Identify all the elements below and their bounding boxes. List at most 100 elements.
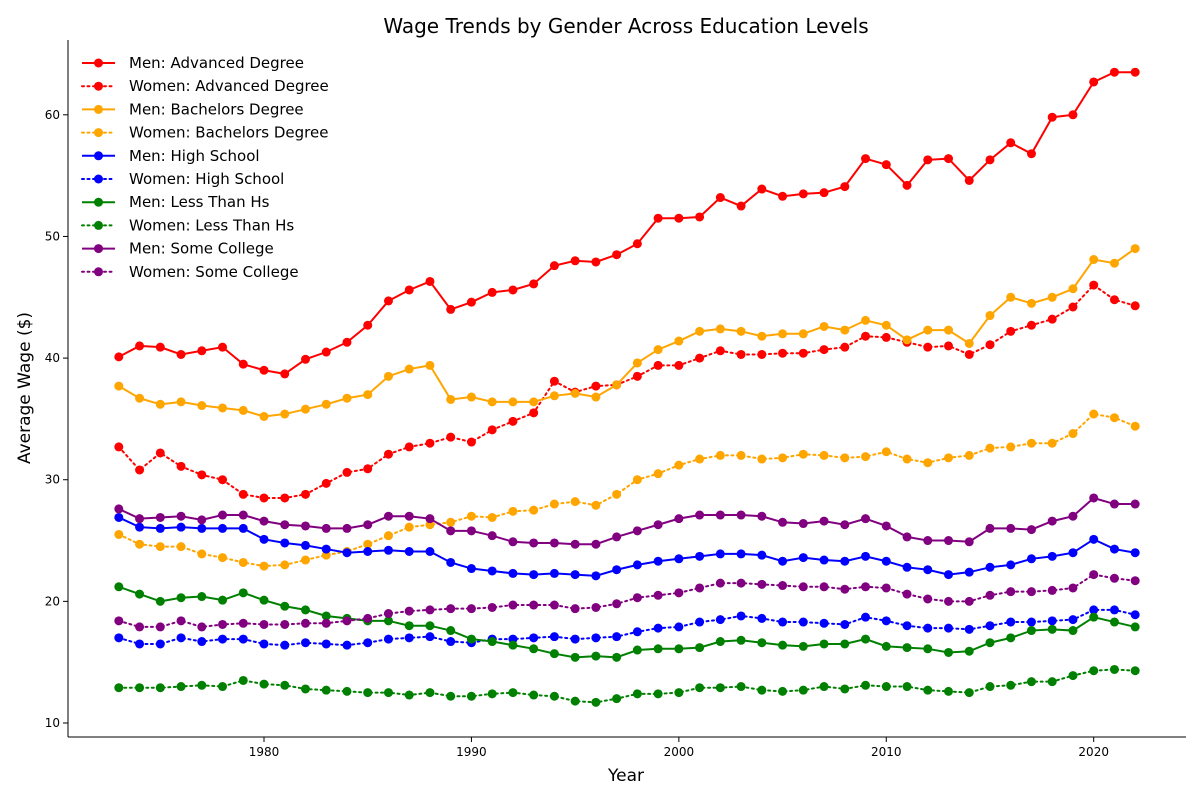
data-point xyxy=(881,160,891,170)
data-point xyxy=(549,391,559,401)
data-point xyxy=(301,489,310,499)
data-point xyxy=(1006,633,1016,643)
data-point xyxy=(301,618,310,628)
data-point xyxy=(1068,284,1078,294)
data-point xyxy=(570,497,580,507)
data-point xyxy=(238,588,248,598)
data-point xyxy=(321,523,331,533)
data-point xyxy=(819,639,829,649)
data-point xyxy=(923,685,933,695)
data-point xyxy=(612,380,622,390)
data-point xyxy=(425,514,435,524)
data-point xyxy=(1006,292,1016,302)
x-axis-ticks: 1980 1990 2000 2010 2020 xyxy=(249,737,1109,759)
data-point xyxy=(736,549,746,559)
data-point xyxy=(881,447,891,457)
x-tick-label: 2010 xyxy=(871,745,902,759)
data-point xyxy=(238,359,248,369)
data-point xyxy=(342,467,352,477)
data-point xyxy=(1026,626,1036,636)
data-point xyxy=(923,594,933,604)
data-point xyxy=(342,616,352,626)
data-point xyxy=(259,561,269,571)
data-point xyxy=(1089,605,1099,615)
data-point xyxy=(508,537,518,547)
data-point xyxy=(135,393,145,403)
data-point xyxy=(321,611,331,621)
data-point xyxy=(1089,493,1099,503)
data-point xyxy=(1006,680,1016,690)
data-point xyxy=(155,622,165,632)
data-point xyxy=(653,520,663,530)
x-tick-label: 2000 xyxy=(664,745,695,759)
legend-label: Women: High School xyxy=(129,170,284,188)
data-point xyxy=(840,342,850,352)
data-point xyxy=(549,568,559,578)
data-point xyxy=(964,338,974,348)
legend-marker xyxy=(94,220,103,230)
data-point xyxy=(985,638,995,648)
data-point xyxy=(881,320,891,330)
data-point xyxy=(529,633,539,643)
data-point xyxy=(695,326,705,336)
series-men-advanced-degree xyxy=(114,67,1140,379)
data-point xyxy=(840,556,850,566)
data-point xyxy=(280,493,290,503)
data-point xyxy=(280,640,290,650)
data-point xyxy=(342,523,352,533)
data-point xyxy=(819,345,829,355)
data-point xyxy=(238,405,248,415)
data-point xyxy=(632,645,642,655)
data-point xyxy=(1047,616,1057,626)
data-point xyxy=(757,685,767,695)
data-point xyxy=(881,682,891,692)
data-point xyxy=(1109,573,1119,583)
data-point xyxy=(653,590,663,600)
data-point xyxy=(902,643,912,653)
data-point xyxy=(778,581,788,591)
data-point xyxy=(549,632,559,642)
data-point xyxy=(591,651,601,661)
legend-marker xyxy=(94,81,103,91)
data-point xyxy=(218,682,228,692)
data-point xyxy=(695,643,705,653)
data-point xyxy=(1006,442,1016,452)
data-point xyxy=(674,622,684,632)
data-point xyxy=(695,510,705,520)
data-point xyxy=(778,191,788,201)
data-point xyxy=(674,213,684,223)
data-point xyxy=(1068,626,1078,636)
data-point xyxy=(923,536,933,546)
legend-marker xyxy=(94,197,103,207)
data-point xyxy=(197,680,207,690)
data-point xyxy=(446,557,456,567)
data-point xyxy=(321,685,331,695)
data-point xyxy=(135,683,145,693)
data-point xyxy=(1109,413,1119,423)
data-point xyxy=(1130,610,1140,620)
data-point xyxy=(881,332,891,342)
data-point xyxy=(1068,302,1078,312)
data-point xyxy=(383,609,393,619)
data-point xyxy=(1109,67,1119,77)
data-point xyxy=(321,347,331,357)
data-point xyxy=(715,683,725,693)
data-point xyxy=(715,510,725,520)
data-point xyxy=(1109,258,1119,268)
data-point xyxy=(985,340,995,350)
data-point xyxy=(1089,570,1099,580)
data-point xyxy=(549,649,559,659)
data-point xyxy=(1130,666,1140,676)
data-point xyxy=(1089,666,1099,676)
data-point xyxy=(757,331,767,341)
data-point xyxy=(778,517,788,527)
data-point xyxy=(176,633,186,643)
data-point xyxy=(1130,244,1140,254)
y-tick-label: 30 xyxy=(45,473,60,487)
data-point xyxy=(695,353,705,363)
data-point xyxy=(695,212,705,222)
data-point xyxy=(363,539,373,549)
data-point xyxy=(176,682,186,692)
data-point xyxy=(487,637,497,647)
